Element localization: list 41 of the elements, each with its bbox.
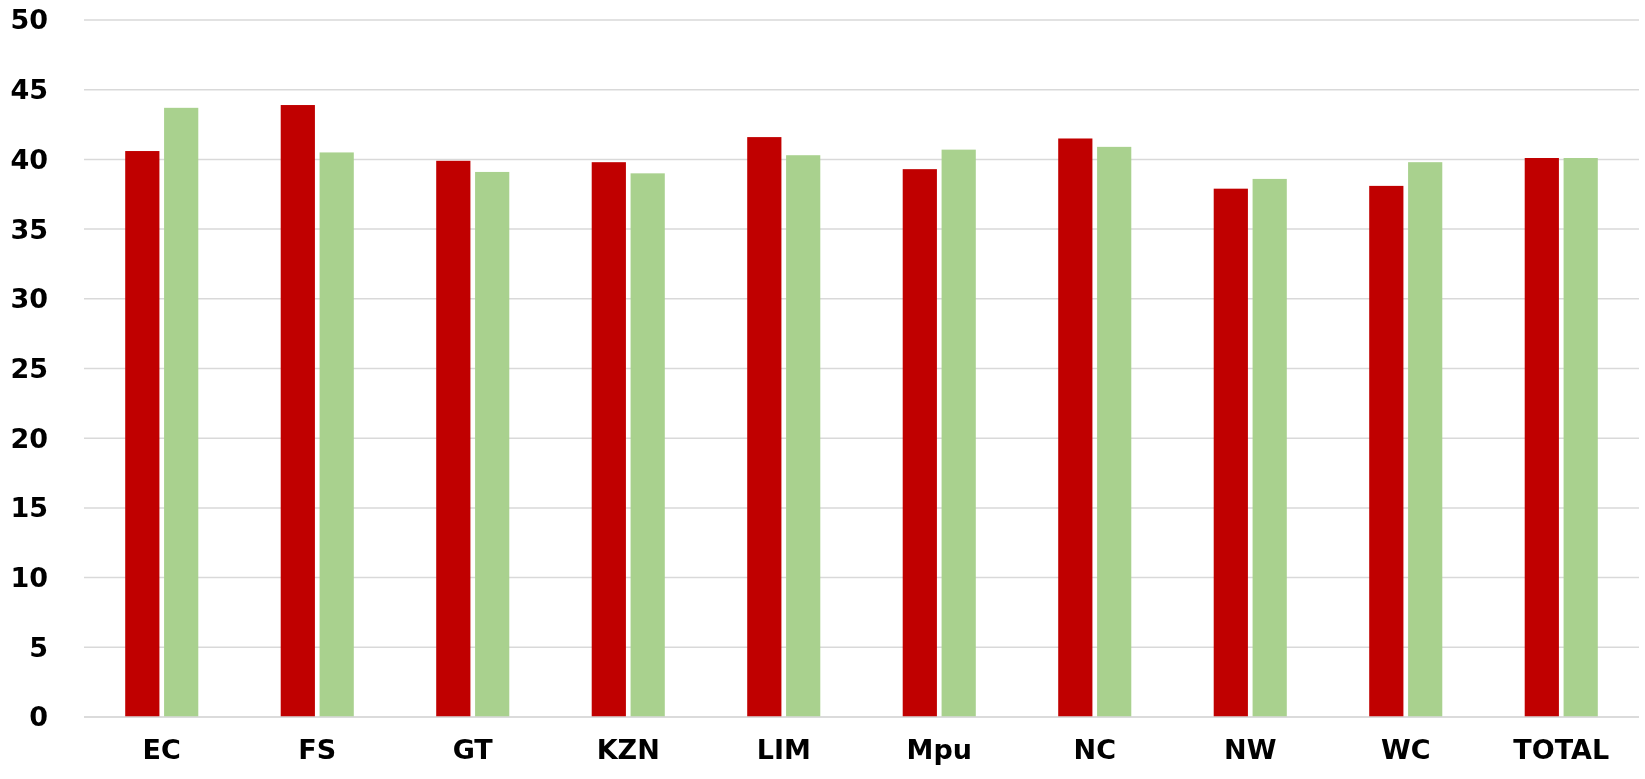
x-tick-label: KZN (596, 734, 660, 765)
bar (1252, 178, 1287, 717)
bar (280, 105, 315, 717)
bar (1097, 146, 1132, 717)
x-tick-label: TOTAL (1513, 734, 1610, 765)
bar (475, 171, 510, 717)
x-tick-label: GT (452, 734, 494, 765)
bar (786, 155, 821, 717)
x-tick-label: WC (1380, 734, 1431, 765)
bar (941, 149, 976, 717)
bar (902, 169, 937, 717)
bar (630, 173, 665, 717)
y-tick-label: 5 (29, 631, 48, 663)
bar (1058, 138, 1093, 717)
x-tick-label: NW (1224, 734, 1277, 765)
y-tick-label: 10 (10, 562, 48, 594)
bar (1408, 162, 1443, 717)
bar (164, 107, 199, 717)
bar (125, 151, 160, 717)
bar (436, 160, 471, 717)
bar (1524, 158, 1559, 717)
x-tick-label: FS (298, 734, 337, 765)
y-tick-label: 0 (29, 701, 48, 733)
bar (1563, 158, 1598, 717)
x-tick-label: LIM (756, 734, 811, 765)
y-tick-label: 15 (10, 492, 48, 524)
y-tick-label: 20 (10, 422, 48, 454)
y-tick-label: 50 (10, 4, 48, 36)
y-tick-label: 30 (10, 283, 48, 315)
x-tick-label: NC (1073, 734, 1116, 765)
y-tick-label: 45 (10, 74, 48, 106)
x-tick-label: Mpu (906, 734, 972, 765)
bar (1213, 188, 1248, 717)
bar (747, 137, 782, 717)
x-tick-label: EC (142, 734, 181, 765)
y-tick-label: 25 (10, 352, 48, 384)
bar (591, 162, 626, 717)
y-tick-label: 35 (10, 213, 48, 245)
y-tick-label: 40 (10, 143, 48, 175)
bar (319, 152, 354, 717)
bar (1369, 185, 1404, 717)
